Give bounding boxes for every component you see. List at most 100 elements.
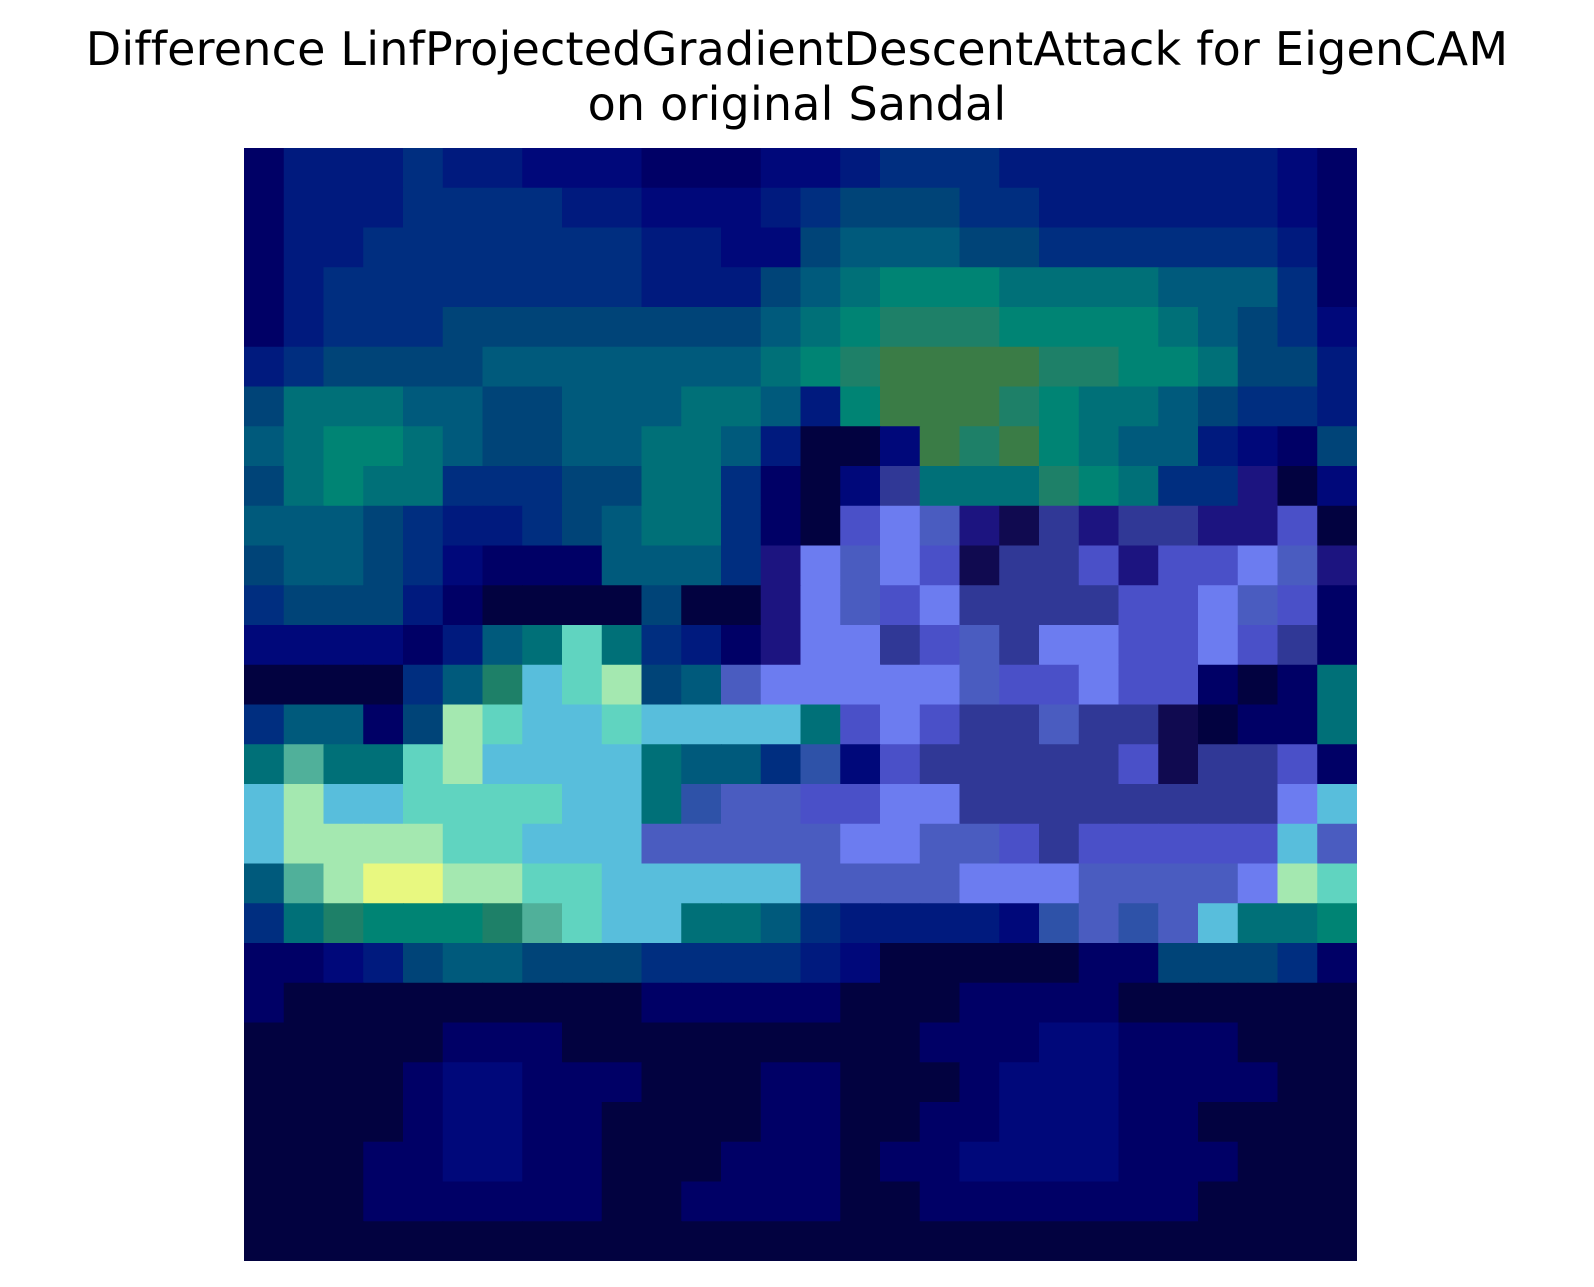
heatmap-cell bbox=[1237, 982, 1279, 1024]
heatmap-cell bbox=[601, 466, 643, 507]
heatmap-cell bbox=[641, 426, 682, 467]
heatmap-cell bbox=[1317, 545, 1357, 586]
heatmap-cell bbox=[681, 545, 722, 586]
heatmap-cell bbox=[1039, 148, 1080, 189]
heatmap-cell bbox=[482, 1181, 523, 1222]
heatmap-cell bbox=[800, 943, 841, 984]
heatmap-cell bbox=[760, 625, 802, 666]
heatmap-cell bbox=[403, 625, 444, 666]
heatmap-cell bbox=[482, 307, 523, 348]
heatmap-cell bbox=[522, 585, 563, 626]
heatmap-cell bbox=[522, 625, 563, 666]
heatmap-cell bbox=[1039, 982, 1080, 1024]
heatmap-cell bbox=[1277, 1062, 1318, 1103]
heatmap-cell bbox=[1277, 943, 1318, 984]
heatmap-cell bbox=[403, 863, 444, 904]
heatmap-cell bbox=[641, 903, 682, 944]
heatmap-cell bbox=[601, 267, 643, 308]
heatmap-cell bbox=[1198, 784, 1239, 825]
heatmap-cell bbox=[999, 823, 1040, 865]
heatmap-cell bbox=[880, 704, 921, 745]
heatmap-cell bbox=[562, 1062, 603, 1103]
heatmap-cell bbox=[601, 823, 643, 865]
heatmap-cell bbox=[562, 982, 603, 1024]
heatmap-cell bbox=[959, 267, 1000, 308]
heatmap-cell bbox=[1118, 1221, 1159, 1261]
heatmap-cell bbox=[1078, 386, 1120, 427]
heatmap-cell bbox=[283, 386, 325, 427]
figure-title-line-2: on original Sandal bbox=[587, 77, 1007, 131]
heatmap-cell bbox=[880, 307, 921, 348]
heatmap-cell bbox=[283, 267, 325, 308]
heatmap-cell bbox=[641, 1062, 682, 1103]
heatmap-cell bbox=[1158, 823, 1199, 865]
heatmap-cell bbox=[1317, 903, 1357, 944]
heatmap-cell bbox=[681, 1062, 722, 1103]
heatmap-cell bbox=[562, 903, 603, 944]
heatmap-cell bbox=[760, 704, 802, 745]
heatmap-cell bbox=[959, 505, 1000, 547]
heatmap-cell bbox=[1237, 1102, 1279, 1143]
heatmap-cell bbox=[1118, 187, 1159, 229]
heatmap-cell bbox=[244, 982, 285, 1024]
heatmap-cell bbox=[880, 784, 921, 825]
heatmap-cell bbox=[1039, 1181, 1080, 1222]
heatmap-cell bbox=[1198, 1221, 1239, 1261]
heatmap-cell bbox=[562, 744, 603, 785]
heatmap-cell bbox=[283, 1062, 325, 1103]
heatmap-cell bbox=[641, 187, 682, 229]
heatmap-cell bbox=[681, 1221, 722, 1261]
heatmap-cell bbox=[1039, 744, 1080, 785]
heatmap-cell bbox=[1237, 346, 1279, 388]
heatmap-cell bbox=[323, 227, 364, 268]
heatmap-cell bbox=[1277, 982, 1318, 1024]
heatmap-cell bbox=[1039, 903, 1080, 944]
heatmap-cell bbox=[283, 982, 325, 1024]
heatmap-cell bbox=[283, 823, 325, 865]
heatmap-cell bbox=[442, 386, 484, 427]
heatmap-cell bbox=[760, 505, 802, 547]
heatmap-cell bbox=[880, 1022, 921, 1063]
heatmap-cell bbox=[403, 545, 444, 586]
heatmap-cell bbox=[522, 227, 563, 268]
heatmap-cell bbox=[283, 1102, 325, 1143]
heatmap-cell bbox=[721, 267, 762, 308]
heatmap-cell bbox=[1158, 744, 1199, 785]
heatmap-cell bbox=[999, 505, 1040, 547]
heatmap-cell bbox=[880, 148, 921, 189]
heatmap-cell bbox=[999, 1062, 1040, 1103]
heatmap-cell bbox=[403, 187, 444, 229]
heatmap-cell bbox=[1317, 227, 1357, 268]
heatmap-cell bbox=[1158, 307, 1199, 348]
heatmap-cell bbox=[601, 1062, 643, 1103]
heatmap-cell bbox=[800, 505, 841, 547]
heatmap-cell bbox=[601, 903, 643, 944]
heatmap-cell bbox=[522, 784, 563, 825]
heatmap-cell bbox=[1237, 1181, 1279, 1222]
heatmap-cell bbox=[1078, 863, 1120, 904]
heatmap-cell bbox=[880, 1221, 921, 1261]
heatmap-cell bbox=[681, 1102, 722, 1143]
heatmap-cell bbox=[403, 386, 444, 427]
heatmap-cell bbox=[1158, 664, 1199, 706]
heatmap-cell bbox=[522, 823, 563, 865]
heatmap-cell bbox=[1039, 227, 1080, 268]
heatmap-cell bbox=[1078, 307, 1120, 348]
heatmap-cell bbox=[403, 664, 444, 706]
heatmap-cell bbox=[283, 704, 325, 745]
heatmap-cell bbox=[800, 823, 841, 865]
heatmap-cell bbox=[880, 1181, 921, 1222]
heatmap-cell bbox=[363, 982, 404, 1024]
heatmap-cell bbox=[840, 863, 881, 904]
heatmap-cell bbox=[919, 664, 961, 706]
heatmap-cell bbox=[522, 1221, 563, 1261]
heatmap-cell bbox=[1078, 1141, 1120, 1183]
heatmap-cell bbox=[840, 148, 881, 189]
heatmap-cell bbox=[323, 187, 364, 229]
heatmap-cell bbox=[721, 982, 762, 1024]
heatmap-cell bbox=[959, 1221, 1000, 1261]
heatmap-cell bbox=[482, 505, 523, 547]
heatmap-cell bbox=[959, 585, 1000, 626]
heatmap-cell bbox=[562, 307, 603, 348]
heatmap-cell bbox=[522, 386, 563, 427]
